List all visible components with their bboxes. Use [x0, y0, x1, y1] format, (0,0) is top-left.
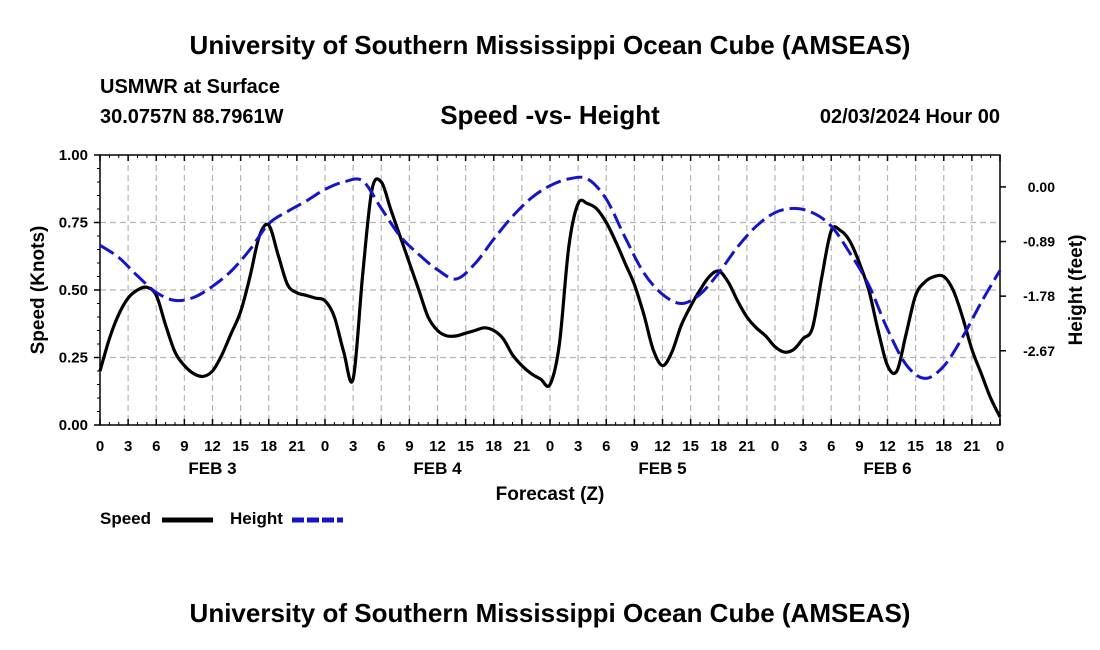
day-label: FEB 3	[188, 459, 236, 478]
x-tick-label: 0	[771, 438, 779, 455]
x-tick-label: 9	[630, 438, 638, 455]
speed-height-chart: 0 3 6 9 12 15 18 21 0 3 6 9 12 15 18 21 0 3 6 9 12 15 18 21 0 3 6 9…	[28, 147, 1087, 505]
x-tick-label: 6	[152, 438, 160, 455]
x-tick-label: 6	[602, 438, 610, 455]
y2-tick-label: -0.89	[1023, 234, 1055, 250]
x-tick-label: 12	[879, 438, 896, 455]
footer-title: University of Southern Mississippi Ocean…	[189, 598, 911, 628]
x-tick-label: 3	[349, 438, 357, 455]
x-tick-label: 0	[96, 438, 104, 455]
x-tick-label: 12	[654, 438, 671, 455]
chart-title: Speed -vs- Height	[440, 100, 660, 130]
x-tick-label: 18	[935, 438, 952, 455]
x-tick-label: 6	[827, 438, 835, 455]
y-tick-label: 0.75	[59, 215, 88, 232]
legend-speed-label: Speed	[100, 509, 152, 528]
x-tick-label: 12	[429, 438, 446, 455]
speed-series-line	[98, 177, 1002, 418]
x-tick-label: 9	[405, 438, 413, 455]
day-label: FEB 5	[638, 459, 686, 478]
legend-height-label: Height	[230, 509, 283, 528]
y2-tick-label: 0.00	[1028, 179, 1055, 195]
x-tick-label: 3	[574, 438, 582, 455]
x-tick-label: 21	[739, 438, 756, 455]
y-tick-label: 0.00	[59, 417, 88, 434]
x-tick-label: 21	[289, 438, 306, 455]
x-axis-label: Forecast (Z)	[496, 484, 605, 505]
legend-speed-swatch	[162, 517, 213, 523]
x-tick-label: 15	[682, 438, 699, 455]
x-tick-label: 18	[485, 438, 502, 455]
x-tick-label: 3	[799, 438, 807, 455]
y-tick-label: 0.25	[59, 350, 88, 367]
main-title: University of Southern Mississippi Ocean…	[189, 30, 911, 60]
day-label: FEB 4	[413, 459, 462, 478]
x-tick-label: 9	[180, 438, 188, 455]
height-series-line	[99, 175, 1002, 380]
y-tick-label: 1.00	[59, 147, 88, 164]
day-label: FEB 6	[863, 459, 911, 478]
x-tick-label: 18	[710, 438, 727, 455]
x-tick-label: 3	[124, 438, 132, 455]
plot-frame	[99, 154, 1001, 426]
x-tick-label: 21	[514, 438, 531, 455]
y2-tick-label: -2.67	[1023, 343, 1055, 359]
x-tick-label: 15	[907, 438, 924, 455]
x-tick-label: 15	[457, 438, 474, 455]
y-axis-label: Speed (Knots)	[28, 226, 49, 355]
coordinates-label: 30.0757N 88.7961W	[100, 106, 284, 128]
date-label: 02/03/2024 Hour 00	[819, 106, 1000, 128]
legend-height-swatch	[292, 517, 343, 523]
x-tick-label: 12	[204, 438, 221, 455]
x-tick-label: 21	[964, 438, 981, 455]
x-tick-label: 18	[260, 438, 277, 455]
x-tick-label: 0	[321, 438, 329, 455]
x-tick-label: 0	[546, 438, 554, 455]
x-tick-label: 9	[855, 438, 863, 455]
x-tick-label: 0	[996, 438, 1004, 455]
x-tick-label: 6	[377, 438, 385, 455]
y2-tick-label: -1.78	[1023, 288, 1055, 304]
y-tick-label: 0.50	[59, 282, 88, 299]
x-tick-label: 15	[232, 438, 249, 455]
station-label: USMWR at Surface	[100, 76, 281, 98]
y2-axis-label: Height (feet)	[1066, 235, 1087, 346]
